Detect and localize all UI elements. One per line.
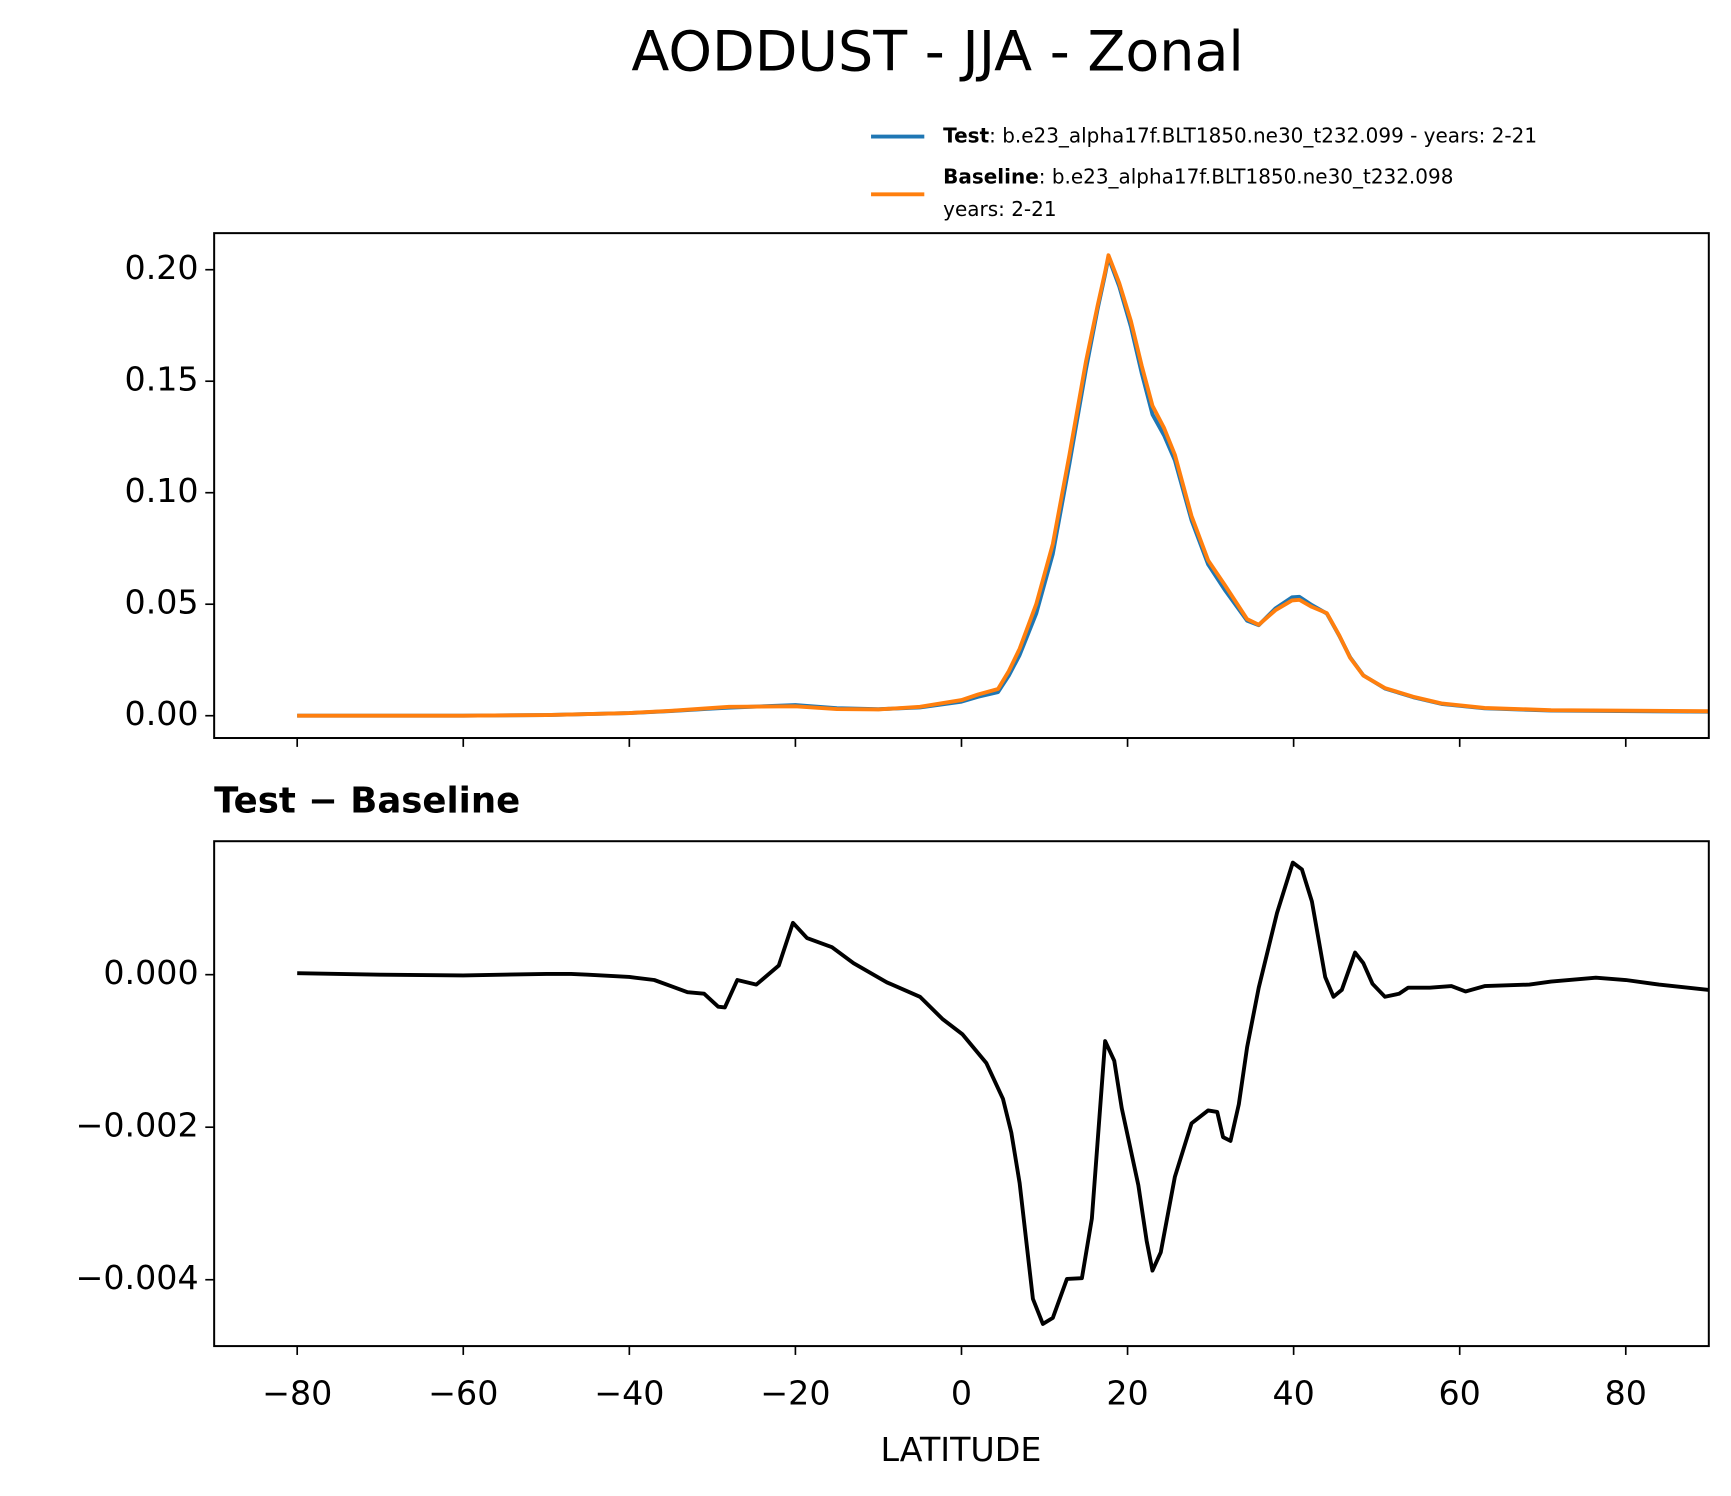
y-tick-label: 0.20 [125, 248, 199, 287]
legend-label: Test: b.e23_alpha17f.BLT1850.ne30_t232.0… [943, 123, 1537, 147]
y-tick-label: 0.10 [125, 471, 199, 510]
axes-frame [213, 840, 1710, 1348]
axes-frame [213, 232, 1710, 740]
x-tick-label: 40 [1272, 1373, 1314, 1412]
subplot-title: Test − Baseline [214, 780, 520, 821]
legend-description: years: 2-21 [943, 196, 1056, 220]
x-tick-label: −40 [594, 1373, 664, 1412]
chart-title: AODDUST - JJA - Zonal [631, 21, 1244, 85]
data-line [297, 860, 1709, 1326]
y-tick-label: −0.004 [76, 1258, 199, 1297]
data-line [297, 253, 1709, 718]
y-tick-label: 0.05 [125, 583, 199, 622]
x-tick-label: −20 [760, 1373, 830, 1412]
y-tick-label: 0.15 [125, 360, 199, 399]
legend-name: Baseline [943, 164, 1039, 188]
legend-label: Baseline: b.e23_alpha17f.BLT1850.ne30_t2… [943, 164, 1453, 220]
x-tick-label: 60 [1439, 1373, 1481, 1412]
x-tick-label: 0 [951, 1373, 972, 1412]
y-tick-label: −0.002 [76, 1106, 199, 1145]
y-tick-label: 0.00 [125, 694, 199, 733]
x-axis-label: LATITUDE [880, 1430, 1041, 1469]
legend-name: Test [943, 123, 989, 147]
x-tick-label: −60 [428, 1373, 498, 1412]
legend-description: : b.e23_alpha17f.BLT1850.ne30_t232.098 [1039, 164, 1454, 188]
x-tick-label: −80 [262, 1373, 332, 1412]
y-tick-label: 0.000 [103, 953, 198, 992]
x-tick-label: 20 [1106, 1373, 1148, 1412]
x-tick-label: 80 [1605, 1373, 1647, 1412]
legend-description: : b.e23_alpha17f.BLT1850.ne30_t232.099 -… [989, 123, 1537, 147]
